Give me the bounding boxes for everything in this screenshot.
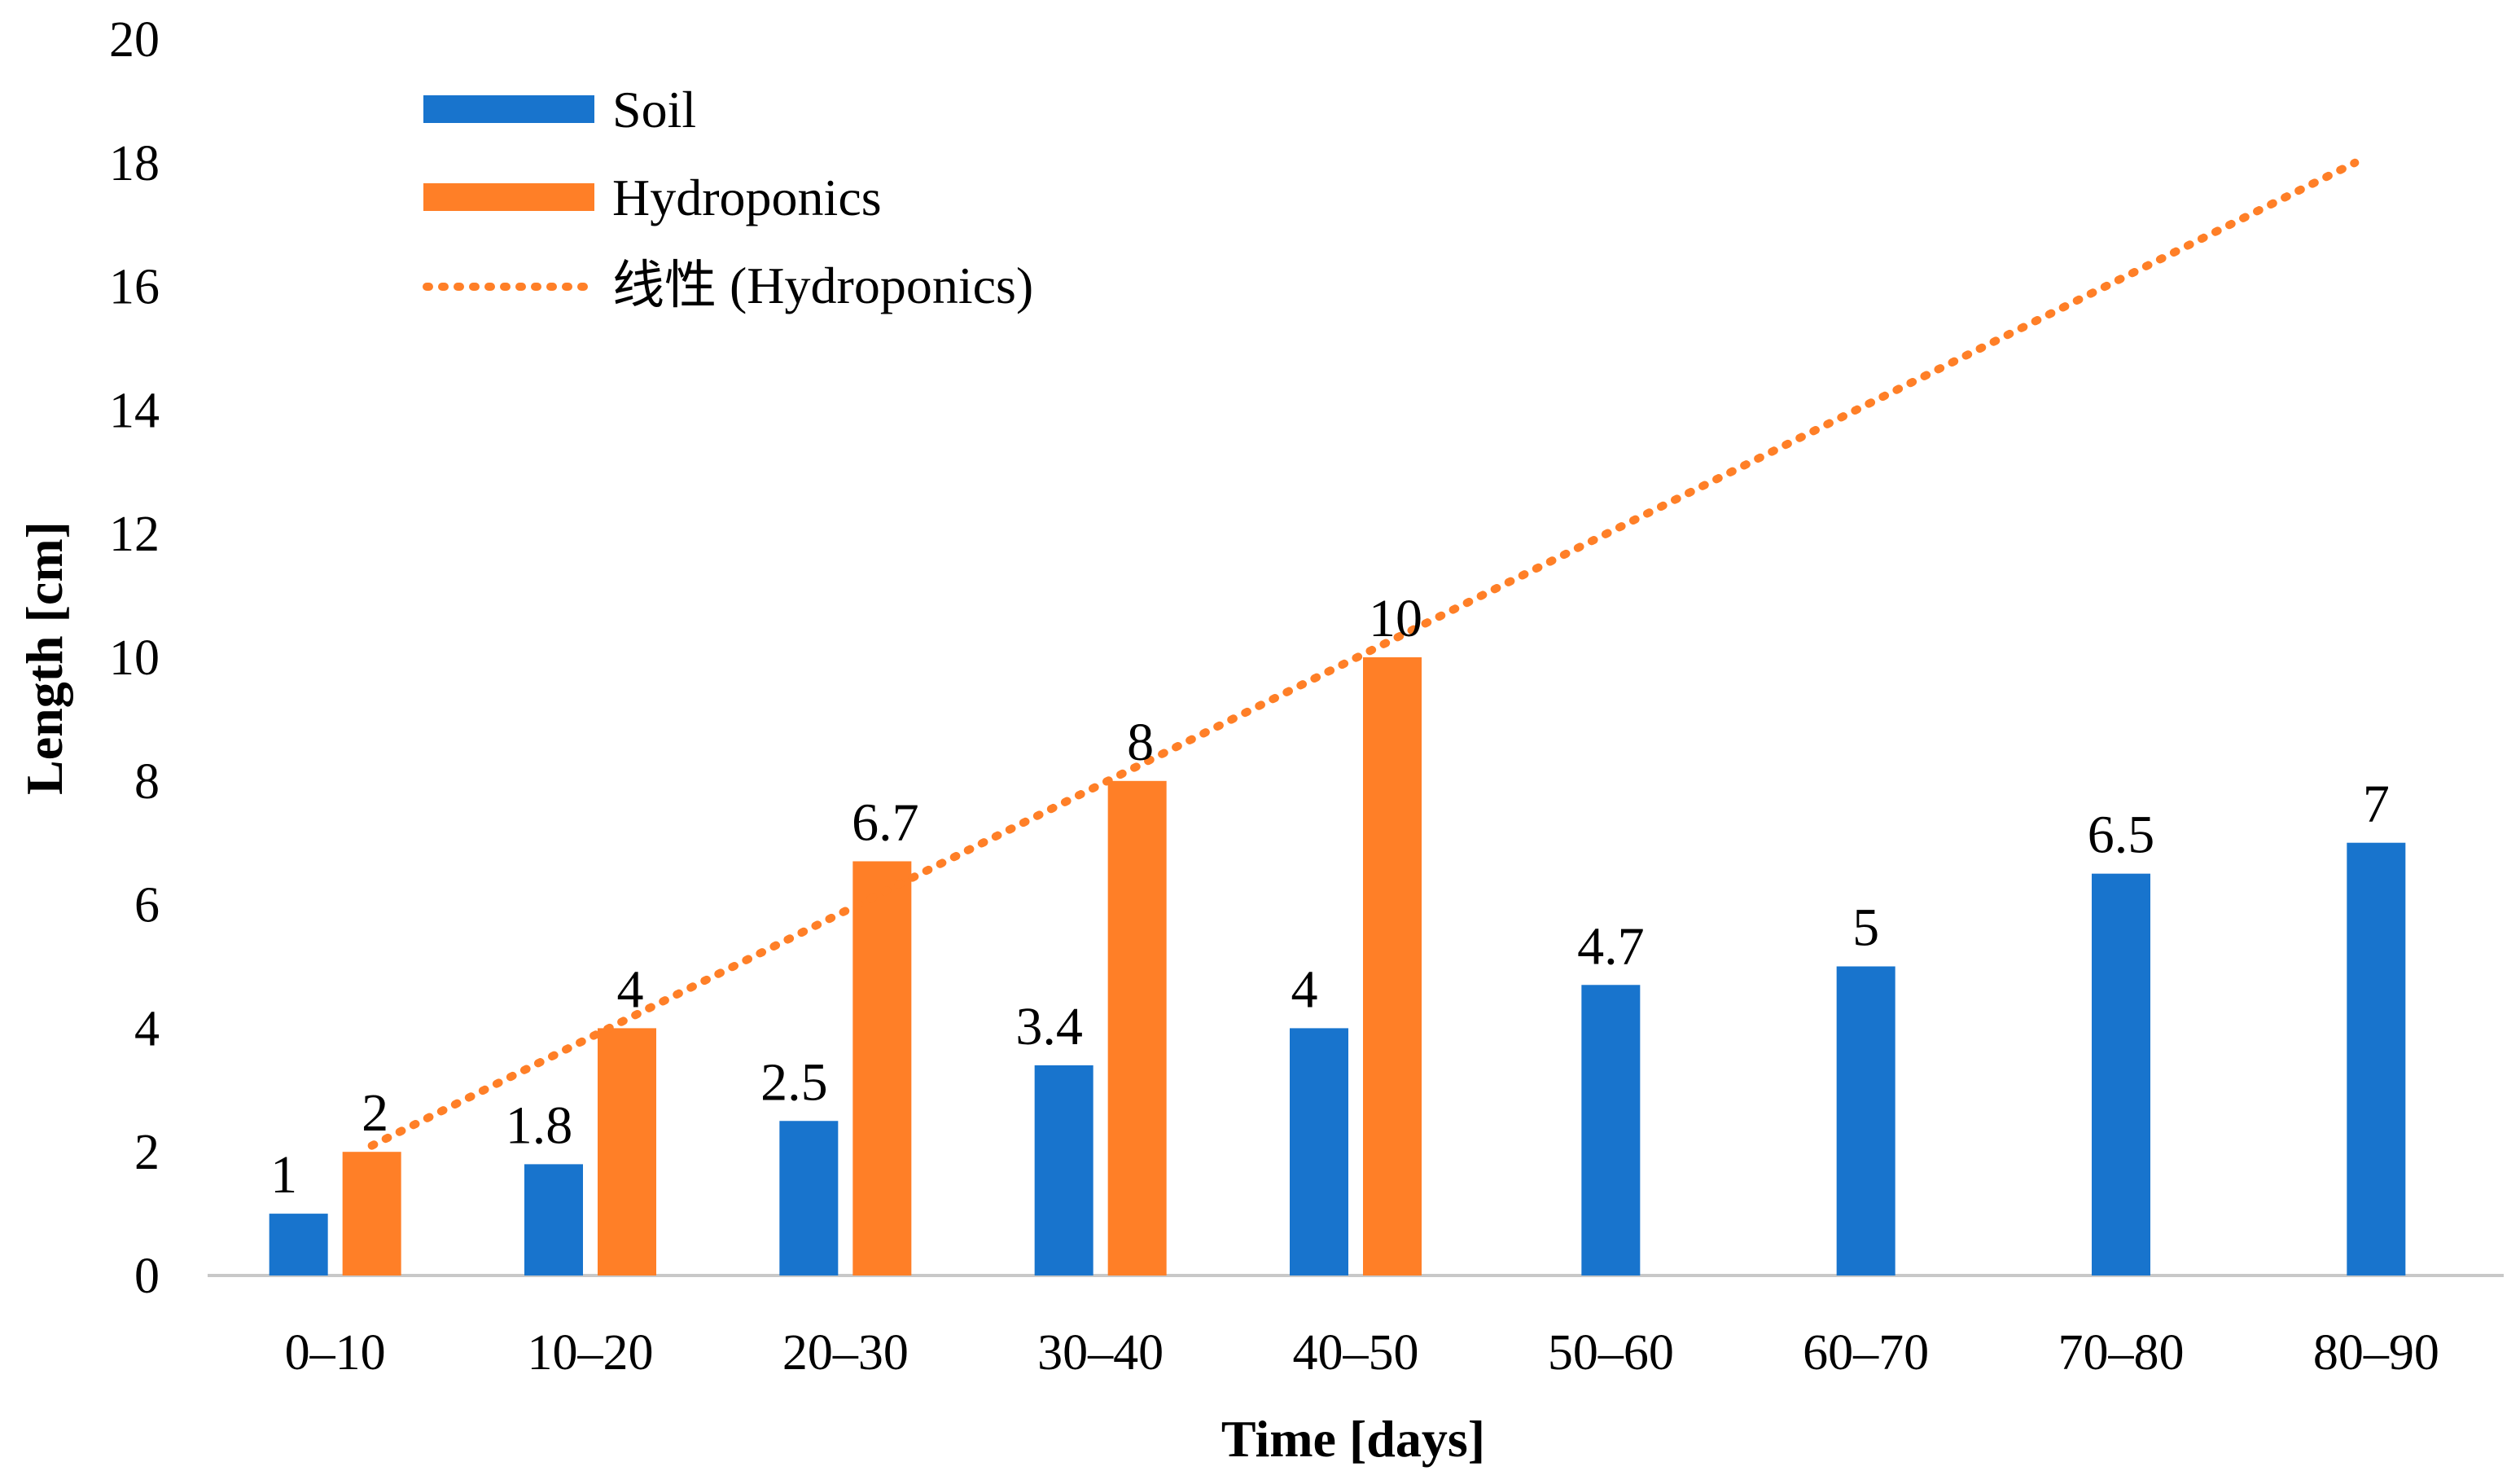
data-label: 7 [2363,775,2390,834]
y-tick-label: 18 [109,136,160,191]
legend-soil-swatch [423,95,594,123]
x-tick-label: 0–10 [285,1325,386,1381]
bar-soil [1034,1065,1093,1275]
bar-soil [779,1121,839,1275]
bar-soil [1290,1028,1348,1275]
y-tick-label: 20 [109,12,160,68]
x-tick-label: 30–40 [1037,1325,1164,1381]
y-axis-ticks: 0 2 4 6 8 10 12 14 16 18 20 [109,12,160,1304]
data-labels: 1 2 1.8 4 2.5 6.7 3.4 8 4 10 4.7 5 6.5 7 [270,589,2390,1205]
y-tick-label: 10 [109,630,160,686]
legend-hydroponics-swatch [423,183,594,211]
data-label: 5 [1852,898,1879,958]
bar-hydroponics [598,1028,656,1275]
legend-hydroponics-label: Hydroponics [612,169,882,226]
y-tick-label: 2 [134,1125,160,1180]
y-tick-label: 4 [134,1001,160,1056]
data-label: 2 [362,1083,388,1143]
x-tick-label: 70–80 [2058,1325,2185,1381]
x-axis-ticks: 0–10 10–20 20–30 30–40 40–50 50–60 60–70 70–80 8… [285,1325,2439,1381]
x-tick-label: 60–70 [1803,1325,1929,1381]
legend-soil-label: Soil [612,81,696,138]
bars [269,657,2406,1275]
y-tick-label: 16 [109,260,160,315]
bar-hydroponics [342,1152,401,1275]
legend-trendline-label: 线性 (Hydroponics) [612,257,1033,314]
hydroponics-trendline [367,158,2360,1150]
data-label: 1.8 [506,1095,573,1155]
data-label: 10 [1369,589,1422,648]
bar-soil [524,1164,583,1275]
data-label: 2.5 [760,1052,828,1112]
y-tick-label: 14 [109,383,160,438]
bar-hydroponics [1107,780,1167,1275]
data-label: 8 [1127,713,1154,772]
bar-soil [269,1214,328,1275]
x-tick-label: 10–20 [528,1325,654,1381]
data-label: 6.7 [852,792,919,852]
data-label: 4.7 [1577,916,1645,976]
bar-soil [2092,873,2150,1275]
data-label: 6.5 [2088,806,2155,865]
x-tick-label: 80–90 [2313,1325,2439,1381]
y-tick-label: 12 [109,507,160,562]
data-label: 3.4 [1015,997,1083,1056]
bar-soil [1836,966,1895,1275]
data-label: 4 [617,959,644,1019]
x-tick-label: 40–50 [1293,1325,1419,1381]
bar-hydroponics [852,861,912,1275]
bar-soil [1581,985,1641,1275]
legend: Soil Hydroponics 线性 (Hydroponics) [423,81,1033,314]
data-label: 4 [1291,959,1318,1019]
x-axis-title: Time [days] [1221,1410,1485,1468]
y-tick-label: 0 [134,1249,160,1304]
y-axis-title: Length [cm] [15,521,73,795]
x-tick-label: 50–60 [1548,1325,1674,1381]
y-tick-label: 8 [134,754,160,810]
y-tick-label: 6 [134,878,160,933]
data-label: 1 [270,1145,297,1205]
bar-soil [2347,842,2406,1275]
bar-hydroponics [1363,657,1422,1275]
x-tick-label: 20–30 [782,1325,909,1381]
